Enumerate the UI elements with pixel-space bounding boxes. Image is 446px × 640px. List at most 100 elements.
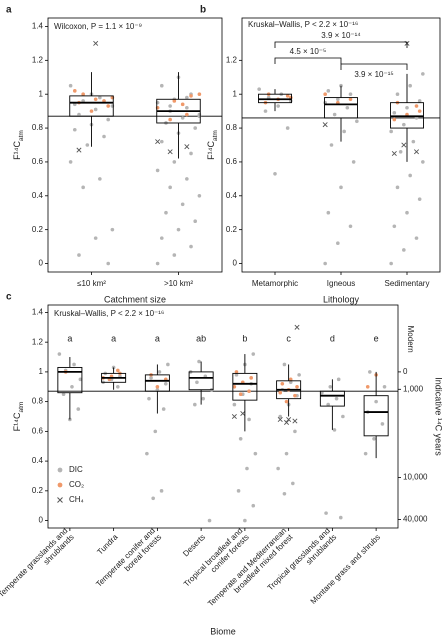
point xyxy=(232,402,237,407)
point xyxy=(116,368,120,373)
y-tick-label: 0 xyxy=(39,516,44,525)
group-letter: d xyxy=(330,334,335,344)
group-letter: a xyxy=(111,334,116,344)
point xyxy=(201,396,206,401)
y-tick-label: 0.6 xyxy=(32,426,44,435)
point xyxy=(176,227,181,232)
point xyxy=(77,253,81,257)
y-tick-label: 0 xyxy=(233,259,238,268)
point xyxy=(157,370,162,374)
point xyxy=(395,92,400,96)
y-tick-label: 0.8 xyxy=(226,123,238,132)
point xyxy=(93,97,98,102)
point-ch4 xyxy=(284,419,290,425)
point-ch4 xyxy=(413,149,420,155)
y-label-sub: atm xyxy=(18,130,25,141)
annotation: Wilcoxon, P = 1.1 × 10⁻⁹ xyxy=(54,22,142,31)
point xyxy=(168,185,172,190)
point xyxy=(345,105,350,110)
point xyxy=(197,92,202,96)
y2-annotation: Modern xyxy=(406,326,415,353)
point xyxy=(414,104,419,108)
box xyxy=(188,371,214,391)
point xyxy=(238,392,243,397)
x-tick-label: Temperate conifer and xyxy=(94,526,157,589)
point xyxy=(392,111,397,115)
point xyxy=(68,160,73,164)
point-ch4 xyxy=(231,413,237,420)
point xyxy=(89,109,94,113)
legend-marker xyxy=(57,467,63,473)
group-letter: a xyxy=(67,334,72,344)
box xyxy=(232,372,258,401)
point xyxy=(334,396,339,401)
comparison-bracket xyxy=(274,41,408,48)
point xyxy=(77,112,81,117)
point-ch4 xyxy=(240,411,246,417)
point xyxy=(98,177,102,181)
point xyxy=(72,127,77,132)
point xyxy=(278,390,283,395)
point xyxy=(421,72,425,76)
point xyxy=(155,384,160,389)
panel-label: b xyxy=(200,5,206,16)
y-tick-label: 0.6 xyxy=(32,157,44,166)
legend-label: CH₄ xyxy=(69,495,84,504)
comparison-label: 3.9 × 10⁻¹⁴ xyxy=(321,31,361,40)
point xyxy=(389,129,393,134)
point xyxy=(278,414,283,419)
point xyxy=(85,143,90,147)
point xyxy=(61,392,66,397)
y-label: F¹⁴Catm xyxy=(206,130,219,160)
point xyxy=(405,105,409,110)
point-ch4 xyxy=(322,122,328,128)
x-tick-label: Igneous xyxy=(327,279,355,288)
x-label: Catchment size xyxy=(104,294,166,304)
point-ch4 xyxy=(292,418,298,424)
point xyxy=(147,396,151,401)
point-ch4 xyxy=(184,144,190,150)
point xyxy=(293,393,297,398)
annotation: Kruskal–Wallis, P < 2.2 × 10⁻¹⁶ xyxy=(54,309,164,318)
point xyxy=(149,376,153,380)
point-ch4 xyxy=(76,147,82,153)
point xyxy=(172,253,177,257)
y-label: F¹⁴Catm xyxy=(12,402,25,432)
point xyxy=(185,105,189,110)
x-tick-label: Temperate grasslands and xyxy=(0,526,69,599)
point xyxy=(168,104,172,108)
point xyxy=(351,160,356,164)
point xyxy=(116,384,120,389)
y-tick-label: 1.2 xyxy=(226,55,238,64)
point xyxy=(102,134,106,139)
point xyxy=(197,194,202,198)
y2-tick-label: 0 xyxy=(403,367,408,376)
point xyxy=(93,107,98,112)
point xyxy=(326,402,330,407)
point xyxy=(324,511,328,515)
point xyxy=(189,151,193,156)
point xyxy=(249,376,253,380)
point xyxy=(380,422,385,426)
point xyxy=(411,139,416,144)
point xyxy=(323,92,327,96)
point xyxy=(247,389,251,394)
point xyxy=(98,95,102,100)
point-ch4 xyxy=(93,40,99,46)
point xyxy=(72,89,77,93)
point xyxy=(326,210,331,215)
point xyxy=(417,99,422,103)
group-letter: c xyxy=(286,334,291,344)
group-letter: ab xyxy=(196,334,206,344)
point xyxy=(389,261,393,266)
point xyxy=(280,381,285,386)
point xyxy=(320,390,324,395)
point-ch4 xyxy=(155,139,161,145)
point xyxy=(72,362,76,367)
point xyxy=(168,117,172,122)
comparison-label: 4.5 × 10⁻⁵ xyxy=(290,47,327,56)
point xyxy=(392,117,397,122)
